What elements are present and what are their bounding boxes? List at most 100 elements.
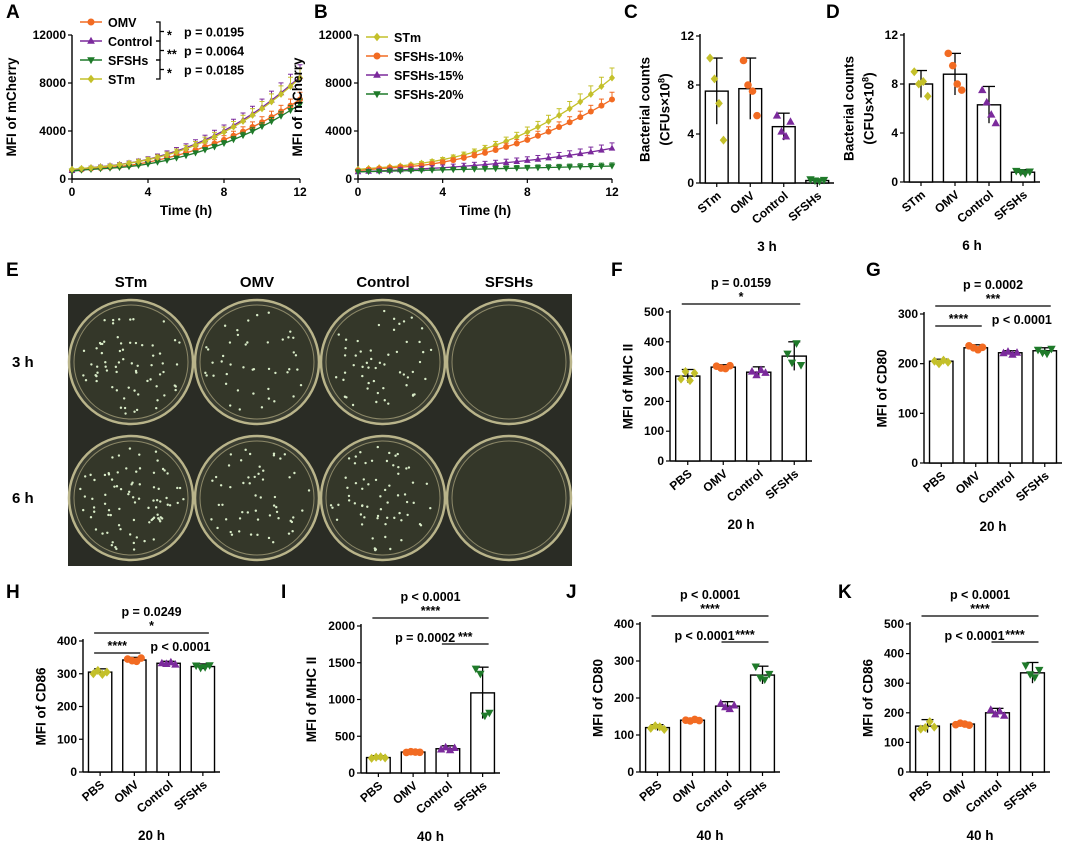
data-point: [534, 123, 541, 131]
data-point: [192, 150, 199, 157]
y-tick-label: 500: [335, 729, 355, 743]
data-point: [957, 86, 966, 94]
data-point: [87, 74, 95, 84]
colony: [425, 482, 429, 486]
colony: [176, 501, 179, 505]
colony: [115, 389, 119, 392]
colony: [267, 311, 270, 314]
data-point: [721, 702, 730, 711]
data-point: [910, 67, 919, 77]
data-point: [524, 165, 531, 172]
colony: [288, 476, 291, 479]
colony: [385, 516, 389, 519]
y-tick-label: 8000: [325, 76, 352, 90]
data-point: [545, 128, 552, 135]
data-point: [205, 662, 214, 670]
data-point: [154, 153, 161, 161]
colony: [115, 485, 119, 488]
colony: [376, 391, 380, 395]
colony: [151, 354, 155, 357]
colony: [155, 406, 158, 410]
colony: [272, 504, 276, 507]
bracket: [156, 59, 161, 80]
series-SFSHs: [68, 98, 304, 175]
data-point: [608, 163, 616, 170]
colony: [228, 341, 232, 344]
colony: [335, 518, 339, 521]
bar: [644, 726, 671, 773]
data-point: [239, 133, 247, 140]
x-axis-label: 20 h: [727, 517, 754, 532]
colony: [412, 501, 415, 505]
colony: [296, 368, 299, 371]
colony: [148, 521, 151, 524]
data-point: [445, 745, 455, 754]
significance: ***p = 0.0002: [395, 630, 489, 645]
data-point: [978, 343, 987, 352]
y-tick-label: 100: [644, 424, 664, 438]
colony: [205, 374, 208, 377]
significance-stars: ****: [949, 312, 969, 326]
colony: [262, 469, 265, 472]
panel-label: J: [566, 582, 577, 603]
data-point: [88, 164, 94, 172]
colony: [418, 360, 422, 364]
legend-label: STm: [394, 31, 421, 45]
significance: p < 0.0001: [150, 640, 210, 654]
colony: [159, 500, 162, 503]
colony: [95, 347, 98, 350]
colony: [287, 532, 291, 535]
data-point: [923, 91, 932, 101]
significance: ****p < 0.0001: [674, 628, 769, 643]
colony: [291, 530, 294, 533]
data-point: [287, 82, 294, 90]
colony: [132, 318, 135, 321]
data-point: [386, 168, 394, 175]
y-tick-label: 100: [884, 735, 904, 749]
series-SFSHs-20%: [354, 162, 616, 176]
data-point: [545, 165, 552, 172]
panel-label: C: [624, 2, 638, 23]
colony: [118, 507, 121, 511]
data-point: [681, 367, 690, 377]
y-axis-label: MFI of mCherry: [290, 57, 305, 157]
colony: [246, 511, 250, 514]
category-label: OMV: [669, 778, 699, 806]
data-point: [365, 169, 372, 176]
colony: [229, 453, 233, 456]
colony: [143, 539, 146, 543]
y-tick-label: 0: [627, 765, 634, 779]
colony: [90, 363, 93, 366]
colony: [293, 471, 296, 475]
data-point: [706, 53, 714, 63]
colony: [273, 400, 276, 403]
colony: [109, 513, 112, 517]
y-tick-label: 400: [614, 617, 634, 631]
data-point: [555, 153, 563, 160]
data-point: [587, 108, 594, 115]
colony: [347, 494, 351, 498]
y-tick-label: 8: [687, 78, 694, 92]
colony: [389, 547, 392, 551]
data-point: [609, 96, 615, 103]
colony: [135, 408, 139, 412]
colony: [158, 518, 161, 521]
colony: [342, 378, 345, 382]
colony: [359, 513, 363, 516]
p-value: p < 0.0001: [674, 629, 734, 643]
y-axis-label: MFI of mCherry: [4, 57, 19, 157]
line-chart-A: 0 4 8 12 0 4000 8000 12000 Time (h) MFI of mCherr…: [4, 16, 307, 218]
colony: [288, 368, 291, 371]
data-point: [230, 123, 237, 131]
category-label: OMV: [700, 467, 730, 495]
colony: [242, 366, 245, 369]
data-point: [566, 105, 573, 113]
colony: [345, 396, 348, 399]
colony: [383, 363, 386, 366]
colony: [91, 497, 94, 501]
data-point: [710, 74, 719, 84]
data-point: [576, 150, 584, 157]
colony: [132, 518, 136, 522]
data-point: [777, 126, 786, 135]
